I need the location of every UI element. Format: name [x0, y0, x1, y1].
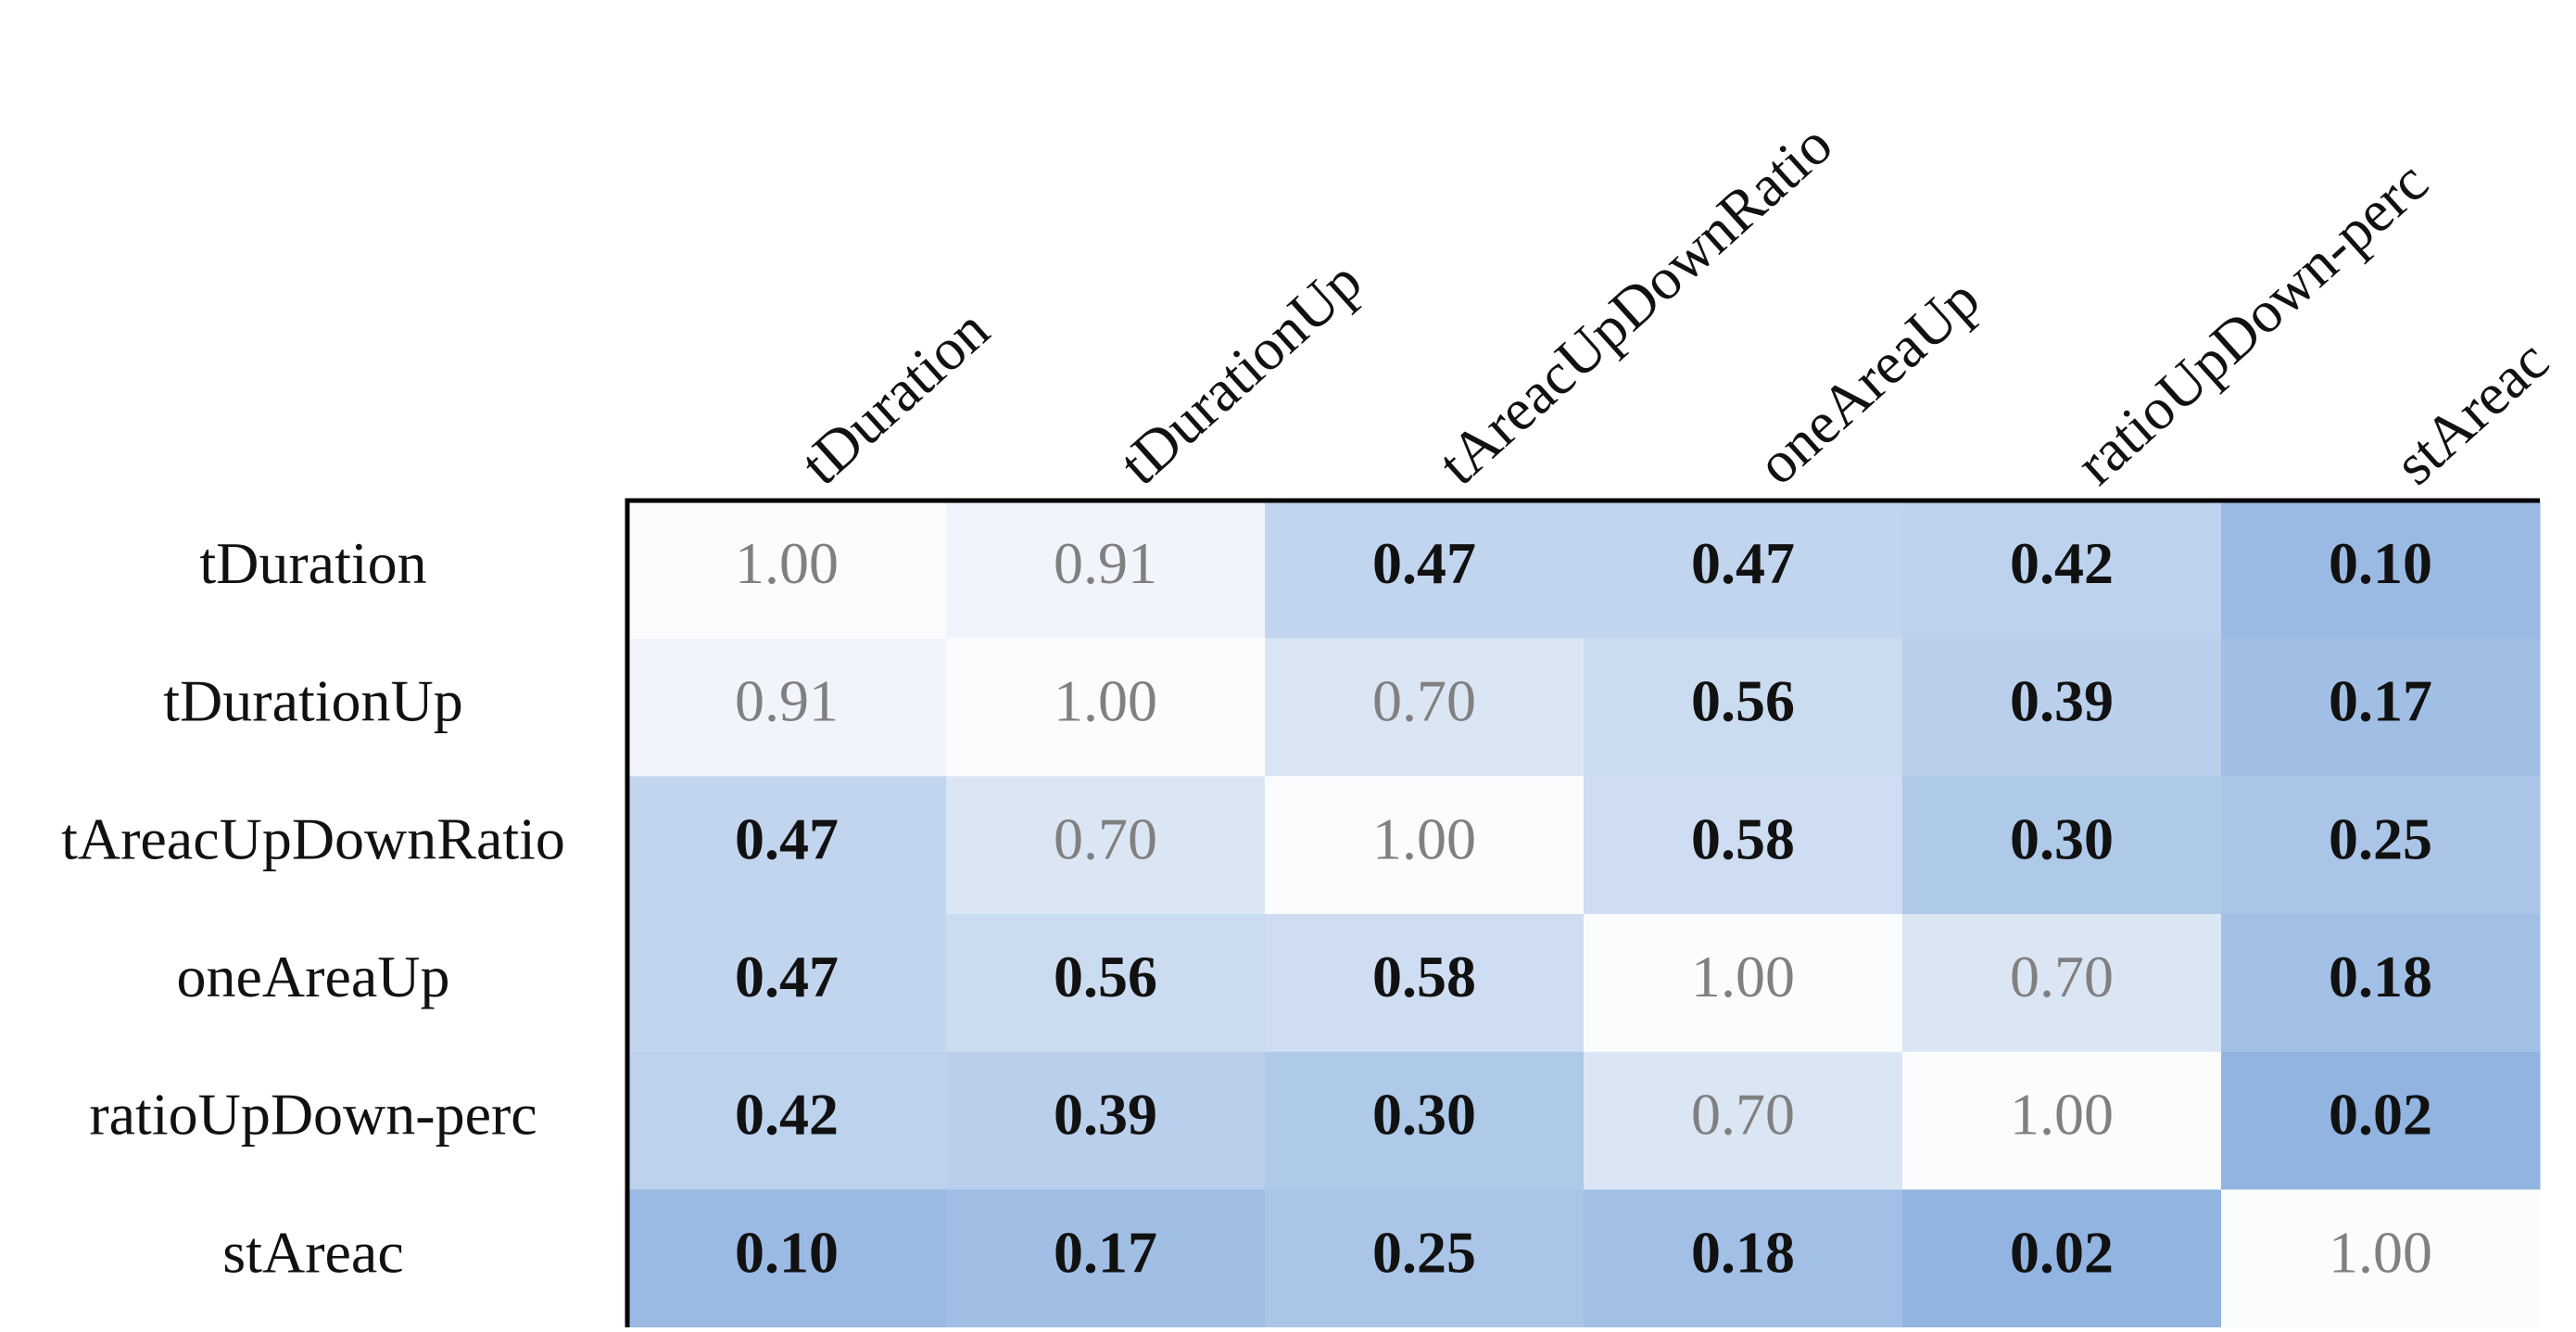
heatmap-cell: [627, 1189, 947, 1328]
row-label: tAreacUpDownRatio: [61, 806, 565, 871]
heatmap-cell: [946, 1051, 1266, 1190]
heatmap-cell: [1584, 501, 1903, 640]
cell-label: 0.39: [1054, 1082, 1157, 1148]
heatmap-cell: [627, 776, 947, 915]
heatmap-cell: [1902, 914, 2222, 1053]
cell-label: 0.25: [1372, 1219, 1476, 1285]
cell-label: 0.17: [1054, 1219, 1157, 1285]
column-label: ratioUpDown-perc: [2064, 148, 2441, 497]
heatmap-cell: [1265, 914, 1585, 1053]
heatmap-cell: [627, 914, 947, 1053]
heatmap-cell: [946, 638, 1266, 777]
cell-label: 0.58: [1372, 944, 1476, 1009]
heatmap-cell: [2221, 638, 2541, 777]
cell-label: 1.00: [1691, 944, 1795, 1009]
row-label: tDurationUp: [163, 668, 463, 734]
cell-label: 0.70: [1372, 668, 1476, 734]
cell-label: 0.58: [1691, 806, 1795, 871]
cell-label: 0.47: [735, 806, 839, 871]
cell-label: 0.56: [1691, 668, 1795, 734]
column-label: stAreac: [2382, 327, 2561, 498]
row-label: ratioUpDown-perc: [89, 1082, 537, 1148]
cell-label: 1.00: [1054, 668, 1157, 734]
cell-label: 0.91: [1054, 530, 1157, 596]
heatmap-cell: [1584, 914, 1903, 1053]
cell-label: 0.47: [1691, 530, 1795, 596]
cell-label: 0.25: [2329, 806, 2432, 871]
heatmap-cell: [2221, 1189, 2541, 1328]
heatmap-cell: [1902, 1051, 2222, 1190]
heatmap-cell: [1584, 1189, 1903, 1328]
heatmap-cell: [1584, 1051, 1903, 1190]
cell-label: 0.10: [2329, 530, 2432, 596]
heatmap-cell: [627, 1051, 947, 1190]
heatmap-cell: [946, 776, 1266, 915]
cell-label: 1.00: [1372, 806, 1476, 871]
heatmap-cell: [946, 501, 1266, 640]
cell-label: 0.70: [1691, 1082, 1795, 1148]
heatmap-cell: [1265, 501, 1585, 640]
heatmap-cell: [1265, 638, 1585, 777]
heatmap-cell: [1902, 638, 2222, 777]
cell-label: 0.18: [1691, 1219, 1795, 1285]
heatmap-cell: [1584, 638, 1903, 777]
cell-label: 0.02: [2010, 1219, 2114, 1285]
cell-label: 0.30: [2010, 806, 2114, 871]
heatmap-cell: [1902, 776, 2222, 915]
column-label: tDuration: [789, 296, 1002, 497]
cell-label: 0.42: [735, 1082, 839, 1148]
cell-label: 1.00: [2329, 1219, 2432, 1285]
heatmap-cell: [1902, 1189, 2222, 1328]
heatmap-cell: [2221, 1051, 2541, 1190]
heatmap-cell: [946, 1189, 1266, 1328]
row-label: oneAreaUp: [177, 944, 450, 1009]
cell-label: 0.56: [1054, 944, 1157, 1009]
heatmap-cell: [2221, 914, 2541, 1053]
heatmap-cell: [627, 501, 947, 640]
cell-label: 0.70: [1054, 806, 1157, 871]
row-label: tDuration: [199, 530, 426, 596]
row-label: stAreac: [222, 1219, 403, 1285]
heatmap-cell: [2221, 501, 2541, 640]
cell-label: 0.70: [2010, 944, 2114, 1009]
column-label: tDurationUp: [1107, 247, 1374, 497]
cell-label: 0.47: [735, 944, 839, 1009]
cell-label: 1.00: [2010, 1082, 2114, 1148]
cell-label: 0.91: [735, 668, 839, 734]
heatmap-cell: [1265, 1051, 1585, 1190]
heatmap-cell: [1265, 1189, 1585, 1328]
heatmap-cell: [1584, 776, 1903, 915]
heatmap-cell: [627, 638, 947, 777]
heatmap-cell: [2221, 776, 2541, 915]
cell-label: 0.42: [2010, 530, 2114, 596]
cell-label: 0.39: [2010, 668, 2114, 734]
cell-label: 0.10: [735, 1219, 839, 1285]
heatmap-cell: [946, 914, 1266, 1053]
column-label: oneAreaUp: [1745, 265, 1992, 497]
heatmap-cell: [1902, 501, 2222, 640]
cell-label: 0.18: [2329, 944, 2432, 1009]
cell-label: 0.02: [2329, 1082, 2432, 1148]
cell-label: 0.17: [2329, 668, 2432, 734]
cell-label: 0.30: [1372, 1082, 1476, 1148]
cell-label: 1.00: [735, 530, 839, 596]
heatmap-cell: [1265, 776, 1585, 915]
cell-label: 0.47: [1372, 530, 1476, 596]
